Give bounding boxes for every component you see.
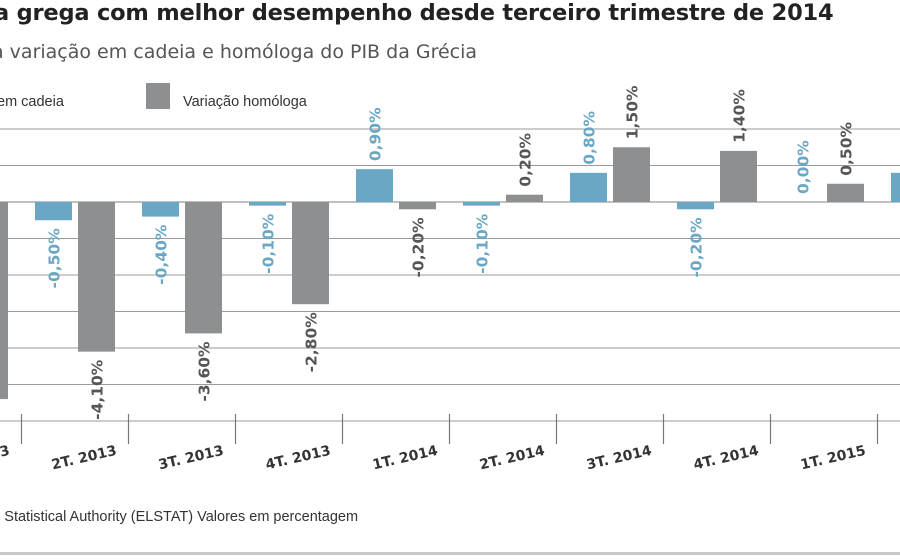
gridlines — [0, 128, 900, 422]
bar-homologa — [720, 150, 757, 202]
legend-swatch-homologa — [146, 83, 170, 109]
category-label: 3T. 2013 — [157, 443, 225, 474]
bar-cadeia — [35, 202, 72, 221]
bar-cadeia — [463, 202, 500, 206]
category-label: 4T. 2014 — [692, 443, 760, 474]
data-label-homologa: 0,20% — [517, 132, 535, 186]
legend-label-homologa: Variação homóloga — [183, 94, 308, 110]
data-label-cadeia: -0,20% — [688, 217, 706, 278]
chart-title: a grega com melhor desempenho desde terc… — [0, 0, 834, 26]
category-label: 2T. 2014 — [478, 443, 546, 474]
category-label: 1T. 2014 — [371, 443, 439, 474]
bar-homologa — [0, 202, 8, 400]
bar-homologa — [185, 202, 222, 334]
bars — [0, 147, 900, 400]
data-labels: -0,50% -4,10% -0,40% -3,60% -0,10% -2,80% 0,90… — [46, 85, 856, 420]
legend: em cadeia Variação homóloga — [0, 83, 308, 110]
data-label-cadeia: 0,00% — [795, 140, 813, 194]
bottom-rule — [0, 552, 900, 555]
category-label: 4T. 2013 — [264, 443, 332, 474]
chart-subtitle: a variação em cadeia e homóloga do PIB d… — [0, 41, 478, 63]
bar-homologa — [78, 202, 115, 352]
bar-homologa — [399, 202, 436, 210]
bar-cadeia — [142, 202, 179, 217]
bar-homologa — [613, 147, 650, 202]
bar-cadeia — [356, 169, 393, 202]
chart-source-note: c Statistical Authority (ELSTAT) Valores… — [0, 509, 359, 525]
bar-cadeia — [891, 172, 900, 202]
category-label: 2T. 2013 — [50, 443, 118, 474]
category-label: 1T. 2015 — [799, 443, 867, 474]
data-label-cadeia: 0,80% — [581, 111, 599, 165]
legend-label-cadeia: em cadeia — [0, 94, 65, 110]
data-label-cadeia: 0,90% — [367, 107, 385, 161]
category-label: 1T. 2013 — [0, 443, 11, 474]
data-label-cadeia: -0,10% — [260, 213, 278, 274]
bar-chart: -0,50% -4,10% -0,40% -3,60% -0,10% -2,80% 0,90… — [0, 83, 900, 474]
data-label-cadeia: -0,40% — [153, 224, 171, 285]
bar-homologa — [292, 202, 329, 305]
data-label-homologa: -4,10% — [89, 359, 107, 420]
category-labels: 1T. 2013 2T. 2013 3T. 2013 4T. 2013 1T. 2014… — [0, 443, 867, 474]
data-label-homologa: 1,50% — [624, 85, 642, 139]
data-label-homologa: -2,80% — [303, 312, 321, 373]
bar-cadeia — [570, 172, 607, 202]
data-label-homologa: 0,50% — [838, 122, 856, 176]
category-label: 3T. 2014 — [585, 443, 653, 474]
data-label-cadeia: -0,50% — [46, 228, 64, 289]
data-label-homologa: -0,20% — [410, 217, 428, 278]
bar-cadeia — [249, 202, 286, 206]
data-label-homologa: 1,40% — [731, 89, 749, 143]
category-ticks — [20, 414, 879, 444]
bar-homologa — [506, 194, 543, 202]
bar-cadeia — [677, 202, 714, 210]
data-label-cadeia: -0,10% — [474, 213, 492, 274]
bar-homologa — [827, 183, 864, 202]
data-label-homologa: -3,60% — [196, 341, 214, 402]
